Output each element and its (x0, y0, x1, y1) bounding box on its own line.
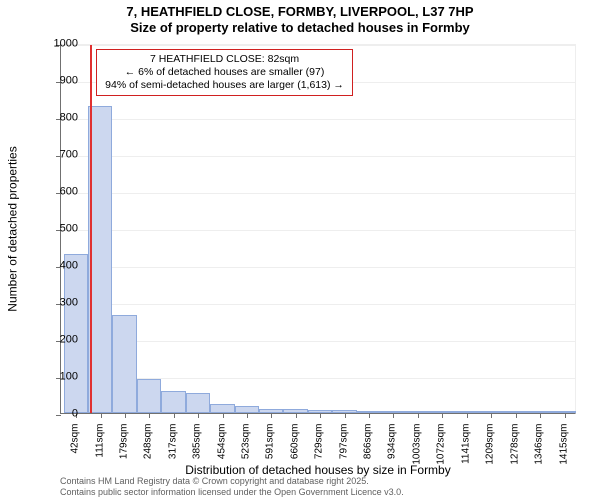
x-tick-mark (540, 413, 541, 418)
x-tick-label: 1209sqm (485, 424, 496, 474)
x-tick-mark (223, 413, 224, 418)
y-tick-label: 300 (44, 298, 78, 309)
annotation-box: 7 HEATHFIELD CLOSE: 82sqm← 6% of detache… (96, 49, 353, 96)
y-tick-label: 800 (44, 113, 78, 124)
x-tick-mark (393, 413, 394, 418)
gridline (61, 267, 575, 268)
gridline (61, 193, 575, 194)
x-tick-label: 1415sqm (558, 424, 569, 474)
x-tick-label: 1003sqm (411, 424, 422, 474)
x-tick-label: 42sqm (69, 424, 80, 474)
histogram-bar (137, 379, 161, 413)
chart-container: 7, HEATHFIELD CLOSE, FORMBY, LIVERPOOL, … (0, 0, 600, 500)
y-tick-label: 700 (44, 150, 78, 161)
y-axis-label: Number of detached properties (6, 44, 20, 414)
y-tick-label: 900 (44, 76, 78, 87)
x-tick-label: 454sqm (216, 424, 227, 474)
annotation-line-1: 7 HEATHFIELD CLOSE: 82sqm (105, 53, 344, 66)
x-tick-label: 660sqm (289, 424, 300, 474)
x-tick-mark (320, 413, 321, 418)
title-line-1: 7, HEATHFIELD CLOSE, FORMBY, LIVERPOOL, … (0, 4, 600, 20)
x-tick-mark (491, 413, 492, 418)
x-tick-mark (516, 413, 517, 418)
footer-line-2: Contains public sector information licen… (60, 487, 404, 498)
y-tick-label: 100 (44, 372, 78, 383)
x-tick-label: 523sqm (241, 424, 252, 474)
gridline (61, 156, 575, 157)
y-tick-label: 500 (44, 224, 78, 235)
property-marker-line (90, 45, 92, 413)
x-tick-mark (442, 413, 443, 418)
histogram-bar (235, 406, 259, 413)
x-tick-mark (101, 413, 102, 418)
x-tick-label: 385sqm (192, 424, 203, 474)
x-tick-label: 1346sqm (533, 424, 544, 474)
x-tick-mark (565, 413, 566, 418)
x-tick-label: 317sqm (167, 424, 178, 474)
chart-title: 7, HEATHFIELD CLOSE, FORMBY, LIVERPOOL, … (0, 4, 600, 37)
footer-line-1: Contains HM Land Registry data © Crown c… (60, 476, 404, 487)
y-tick-label: 200 (44, 335, 78, 346)
y-axis-label-text: Number of detached properties (6, 146, 20, 311)
x-tick-mark (247, 413, 248, 418)
gridline (61, 230, 575, 231)
histogram-bar (161, 391, 185, 413)
histogram-bar (186, 393, 210, 413)
x-tick-mark (296, 413, 297, 418)
x-tick-label: 1278sqm (509, 424, 520, 474)
gridline (61, 304, 575, 305)
x-tick-label: 111sqm (94, 424, 105, 474)
footer-attribution: Contains HM Land Registry data © Crown c… (60, 476, 404, 498)
x-tick-mark (467, 413, 468, 418)
y-tick-label: 0 (44, 409, 78, 420)
annotation-line-3: 94% of semi-detached houses are larger (… (105, 79, 344, 92)
y-tick-label: 400 (44, 261, 78, 272)
plot-area: 7 HEATHFIELD CLOSE: 82sqm← 6% of detache… (60, 44, 576, 414)
title-line-2: Size of property relative to detached ho… (0, 20, 600, 36)
gridline (61, 45, 575, 46)
x-tick-label: 797sqm (338, 424, 349, 474)
x-tick-mark (271, 413, 272, 418)
x-tick-mark (198, 413, 199, 418)
x-tick-mark (174, 413, 175, 418)
histogram-bar (210, 404, 234, 413)
x-tick-label: 934sqm (387, 424, 398, 474)
x-tick-mark (149, 413, 150, 418)
y-tick-label: 1000 (44, 39, 78, 50)
x-tick-label: 1072sqm (436, 424, 447, 474)
x-tick-mark (369, 413, 370, 418)
gridline (61, 341, 575, 342)
x-tick-label: 866sqm (363, 424, 374, 474)
annotation-line-2: ← 6% of detached houses are smaller (97) (105, 66, 344, 79)
x-tick-label: 591sqm (265, 424, 276, 474)
x-tick-mark (125, 413, 126, 418)
x-tick-label: 248sqm (143, 424, 154, 474)
x-tick-label: 179sqm (118, 424, 129, 474)
x-tick-mark (418, 413, 419, 418)
y-tick-label: 600 (44, 187, 78, 198)
x-tick-label: 729sqm (314, 424, 325, 474)
x-tick-mark (345, 413, 346, 418)
histogram-bar (112, 315, 136, 413)
gridline (61, 119, 575, 120)
x-tick-label: 1141sqm (461, 424, 472, 474)
